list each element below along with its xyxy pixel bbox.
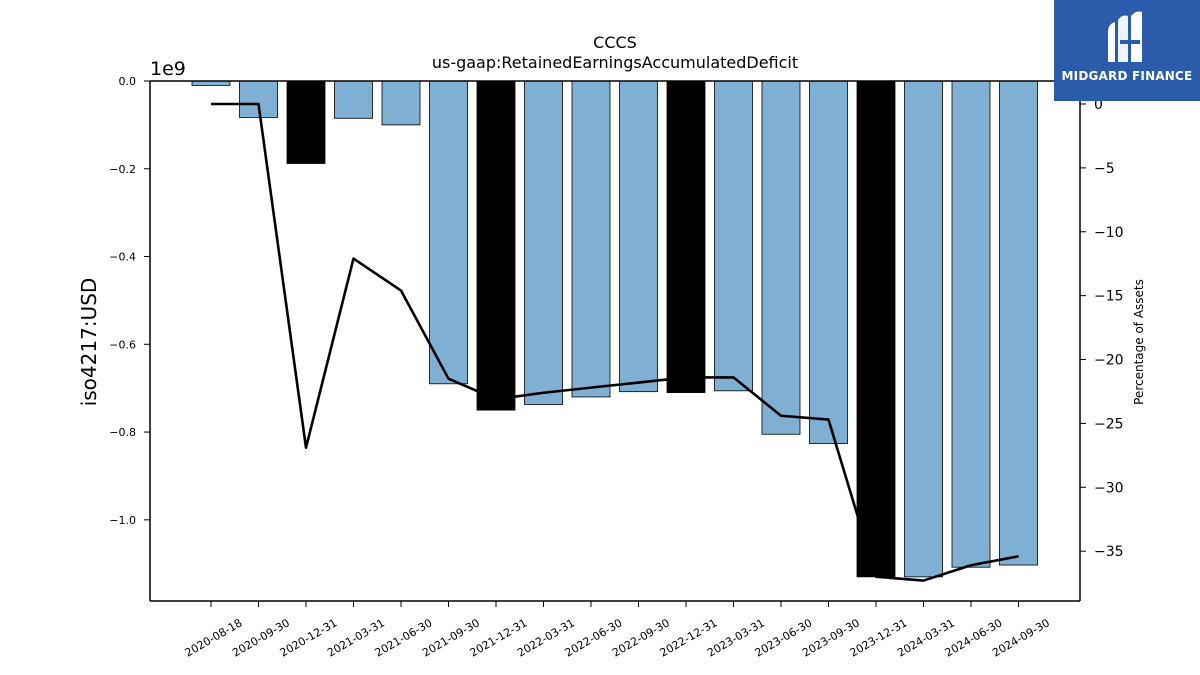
y2-tick-label: 0 xyxy=(1094,97,1103,113)
y-tick-label: −1.0 xyxy=(109,514,136,527)
bar-2024-03-31 xyxy=(904,80,943,578)
y-tick-label: −0.8 xyxy=(109,426,136,439)
bar-2022-12-31 xyxy=(666,80,706,393)
y2-tick-label: −5 xyxy=(1094,161,1115,177)
bar-2022-06-30 xyxy=(571,80,611,398)
bar-2024-06-30 xyxy=(951,80,991,568)
bar-2021-03-31 xyxy=(334,80,373,119)
y-tick-label: 0.0 xyxy=(119,75,137,88)
y-offset-label: 1e9 xyxy=(150,58,186,80)
chart-title: CCCS xyxy=(593,33,637,52)
logo-mark-icon xyxy=(1108,11,1142,62)
y2-tick-label: −20 xyxy=(1094,353,1124,369)
bar-2021-12-31 xyxy=(476,80,516,411)
y2-tick-label: −30 xyxy=(1094,480,1124,496)
y-tick-label: −0.2 xyxy=(109,163,136,176)
bar-2023-06-30 xyxy=(761,80,801,435)
line-group xyxy=(211,102,1019,582)
logo-text: MIDGARD FINANCE xyxy=(1061,69,1193,83)
bar-2022-09-30 xyxy=(619,80,658,393)
y-tick-label: −0.6 xyxy=(109,338,136,351)
bar-2023-03-31 xyxy=(714,80,753,392)
y-tick-label: −0.4 xyxy=(109,251,136,264)
bar-2023-09-30 xyxy=(809,80,848,444)
bar-2024-09-30 xyxy=(999,80,1038,566)
bar-2020-12-31 xyxy=(286,80,326,164)
bar-2021-06-30 xyxy=(381,80,421,126)
y2-axis-label: Percentage of Assets xyxy=(1132,279,1146,405)
bars-group xyxy=(191,80,1038,578)
y-axis-label: iso4217:USD xyxy=(77,278,101,407)
bar-2023-12-31 xyxy=(856,80,896,578)
bar-2022-03-31 xyxy=(524,80,563,405)
midgard-finance-logo: MIDGARD FINANCE xyxy=(1054,0,1200,101)
y2-tick-label: −35 xyxy=(1094,544,1124,560)
bar-2021-09-30 xyxy=(429,80,468,385)
y2-tick-label: −10 xyxy=(1094,225,1124,241)
chart-subtitle: us-gaap:RetainedEarningsAccumulatedDefic… xyxy=(432,53,798,72)
y2-tick-label: −15 xyxy=(1094,289,1124,305)
pct-assets-line xyxy=(211,102,1019,582)
y2-tick-label: −25 xyxy=(1094,416,1124,432)
